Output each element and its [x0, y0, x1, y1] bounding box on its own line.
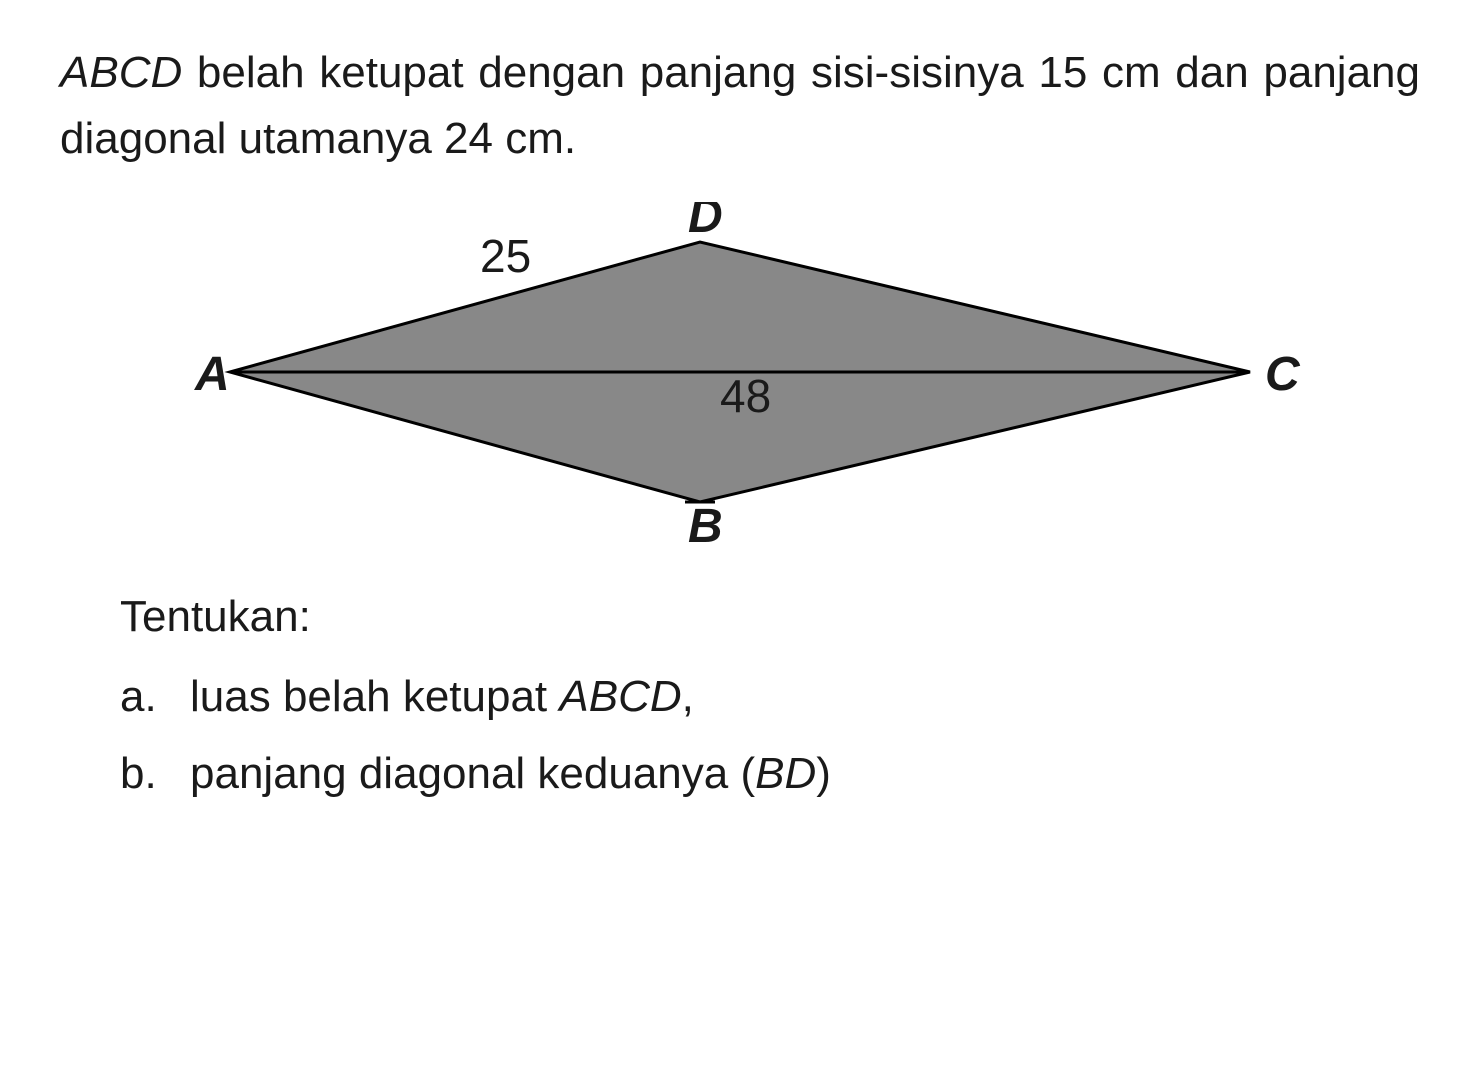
problem-statement: ABCD belah ketupat dengan panjang sisi-s…	[60, 40, 1420, 172]
sub-b-prefix: panjang diagonal keduanya (	[190, 749, 755, 798]
question-prompt: Tentukan:	[120, 582, 1420, 652]
vertex-d-label: D	[688, 202, 723, 243]
diagonal-ac-measure: 48	[720, 370, 771, 422]
sub-b-suffix: )	[816, 749, 831, 798]
side-ad-measure: 25	[480, 230, 531, 282]
question-section: Tentukan: a. luas belah ketupat ABCD, b.…	[60, 582, 1420, 809]
sub-letter-a: a.	[120, 662, 190, 732]
problem-prefix: ABCD	[60, 48, 182, 97]
sub-a-suffix: ,	[682, 672, 694, 721]
diagram-container: A B C D 25 48	[60, 202, 1420, 542]
sub-a-italic: ABCD	[559, 672, 681, 721]
sub-text-a: luas belah ketupat ABCD,	[190, 662, 1420, 732]
sub-b-italic: BD	[755, 749, 816, 798]
sub-text-b: panjang diagonal keduanya (BD)	[190, 739, 1420, 809]
sub-question-b: b. panjang diagonal keduanya (BD)	[120, 739, 1420, 809]
vertex-c-label: C	[1265, 348, 1301, 401]
problem-body: belah ketupat dengan panjang sisi-sisiny…	[60, 48, 1420, 163]
rhombus-diagram: A B C D 25 48	[140, 202, 1340, 542]
sub-letter-b: b.	[120, 739, 190, 809]
sub-question-a: a. luas belah ketupat ABCD,	[120, 662, 1420, 732]
vertex-b-label: B	[688, 500, 723, 542]
sub-a-prefix: luas belah ketupat	[190, 672, 559, 721]
vertex-a-label: A	[194, 348, 230, 401]
